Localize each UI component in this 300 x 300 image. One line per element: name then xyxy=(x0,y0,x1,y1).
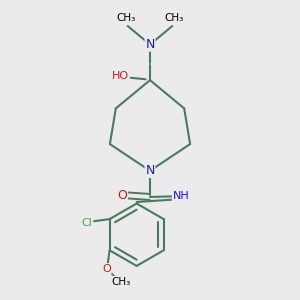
Text: N: N xyxy=(145,38,155,51)
Text: CH₃: CH₃ xyxy=(111,277,130,286)
Text: CH₃: CH₃ xyxy=(117,13,136,23)
Text: HO: HO xyxy=(112,71,129,81)
Text: NH: NH xyxy=(172,191,189,201)
Text: O: O xyxy=(117,189,127,202)
Text: O: O xyxy=(102,264,111,274)
Text: Cl: Cl xyxy=(81,218,92,228)
Text: CH₃: CH₃ xyxy=(164,13,183,23)
Text: N: N xyxy=(145,164,155,177)
